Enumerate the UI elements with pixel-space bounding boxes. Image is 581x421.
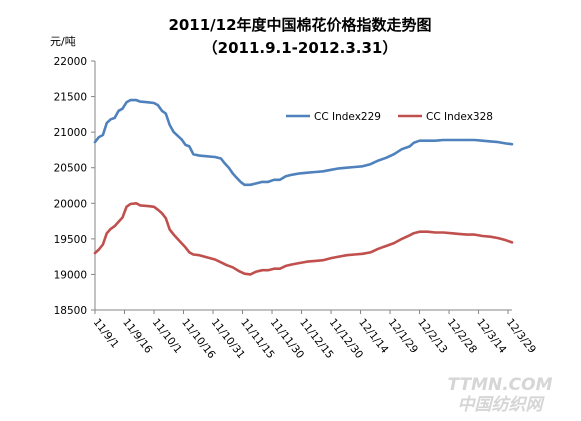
- watermark-line2: 中国纺织网: [458, 395, 546, 415]
- x-tick-label: 12/3/29: [504, 316, 538, 355]
- series-line-2: [93, 202, 514, 276]
- y-axis-label: 元/吨: [50, 35, 76, 48]
- legend-label: CC Index229: [314, 111, 381, 123]
- y-tick-label: 21500: [54, 92, 87, 104]
- title-group: 2011/12年度中国棉花价格指数走势图 （2011.9.1-2012.3.31…: [168, 16, 431, 57]
- x-tick-label: 11/9/1: [91, 316, 121, 350]
- x-tick-label: 12/2/28: [445, 316, 479, 355]
- legend: CC Index229 CC Index328: [286, 111, 493, 123]
- x-tick-label: 12/2/13: [415, 316, 449, 355]
- x-tick-label: 11/9/16: [120, 316, 155, 356]
- y-tick-label: 21000: [54, 127, 87, 139]
- y-tick-label: 20500: [54, 163, 87, 175]
- series-line-1: [93, 98, 514, 187]
- chart-subtitle: （2011.9.1-2012.3.31）: [203, 39, 398, 57]
- y-tick-label: 18500: [54, 305, 87, 317]
- y-tick-label: 19000: [54, 269, 87, 281]
- y-tick-label: 19500: [54, 234, 87, 246]
- x-tick-label: 12/3/14: [474, 316, 509, 356]
- y-tick-label: 22000: [54, 56, 87, 68]
- series-layer: [93, 98, 514, 276]
- legend-label: CC Index328: [426, 111, 493, 123]
- x-tick-label: 12/1/29: [386, 316, 420, 355]
- chart-title: 2011/12年度中国棉花价格指数走势图: [168, 16, 431, 34]
- y-tick-label: 20000: [54, 198, 87, 210]
- watermark: TTMN.COM 中国纺织网: [447, 375, 552, 415]
- x-tick-label: 11/10/1: [150, 316, 184, 355]
- watermark-line1: TTMN.COM: [447, 375, 552, 395]
